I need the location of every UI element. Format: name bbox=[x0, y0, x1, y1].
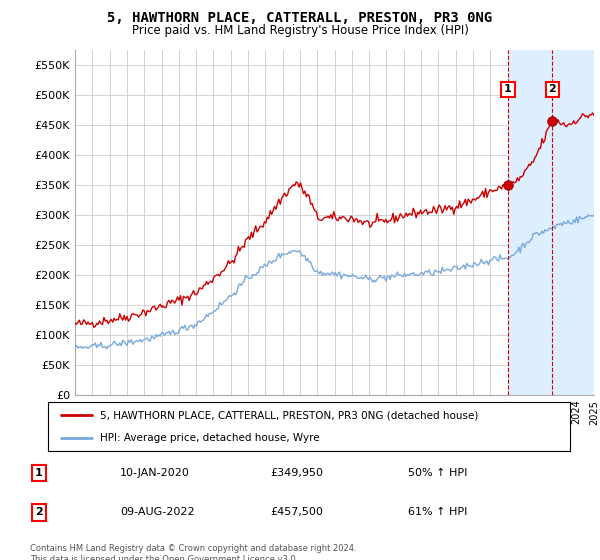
Text: 5, HAWTHORN PLACE, CATTERALL, PRESTON, PR3 0NG: 5, HAWTHORN PLACE, CATTERALL, PRESTON, P… bbox=[107, 11, 493, 25]
Text: 2: 2 bbox=[548, 85, 556, 94]
Text: £457,500: £457,500 bbox=[270, 507, 323, 517]
Text: 2: 2 bbox=[35, 507, 43, 517]
Text: Contains HM Land Registry data © Crown copyright and database right 2024.
This d: Contains HM Land Registry data © Crown c… bbox=[30, 544, 356, 560]
Text: Price paid vs. HM Land Registry's House Price Index (HPI): Price paid vs. HM Land Registry's House … bbox=[131, 24, 469, 36]
Text: 09-AUG-2022: 09-AUG-2022 bbox=[120, 507, 194, 517]
Text: 5, HAWTHORN PLACE, CATTERALL, PRESTON, PR3 0NG (detached house): 5, HAWTHORN PLACE, CATTERALL, PRESTON, P… bbox=[100, 410, 479, 421]
Text: 1: 1 bbox=[35, 468, 43, 478]
Text: 50% ↑ HPI: 50% ↑ HPI bbox=[408, 468, 467, 478]
Text: 10-JAN-2020: 10-JAN-2020 bbox=[120, 468, 190, 478]
Text: 1: 1 bbox=[504, 85, 512, 94]
Bar bbox=[508, 50, 594, 395]
Text: HPI: Average price, detached house, Wyre: HPI: Average price, detached house, Wyre bbox=[100, 433, 320, 444]
Text: £349,950: £349,950 bbox=[270, 468, 323, 478]
Text: 61% ↑ HPI: 61% ↑ HPI bbox=[408, 507, 467, 517]
